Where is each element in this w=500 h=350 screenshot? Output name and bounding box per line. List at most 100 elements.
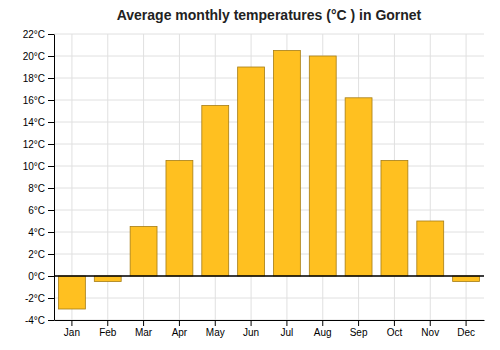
x-tick-label: Dec <box>457 327 475 338</box>
chart-svg: -4°C -2°C 0°C 2°C 4°C 6°C 8°C 10°C 12°C 14°C 16°C 1… <box>0 0 500 350</box>
y-tick: -2°C <box>25 293 54 304</box>
bar <box>130 227 157 277</box>
y-tick-label: 10°C <box>23 161 45 172</box>
x-tick-label: Oct <box>387 327 403 338</box>
y-tick-label: 14°C <box>23 117 45 128</box>
grid <box>54 34 484 320</box>
x-tick-label: Jul <box>281 327 294 338</box>
x-tick-label: Aug <box>314 327 332 338</box>
bar <box>345 98 372 276</box>
bar <box>238 67 265 276</box>
y-tick-mark <box>48 56 54 57</box>
y-grid-line <box>54 56 484 57</box>
x-tick-label: Nov <box>421 327 439 338</box>
y-tick: 18°C <box>23 73 54 84</box>
y-tick-label: 2°C <box>28 249 45 260</box>
x-tick-mark <box>322 320 323 326</box>
y-axis-line <box>54 35 55 321</box>
x-tick-label: Sep <box>350 327 368 338</box>
x-tick-mark <box>466 320 467 326</box>
y-grid-line <box>54 122 484 123</box>
bar <box>166 161 193 277</box>
y-grid-line <box>54 78 484 79</box>
y-tick-mark <box>48 100 54 101</box>
y-tick-mark <box>48 78 54 79</box>
y-tick-label: -4°C <box>25 315 45 326</box>
y-tick-label: 22°C <box>23 29 45 40</box>
y-tick: 14°C <box>23 117 54 128</box>
y-tick-mark <box>48 298 54 299</box>
bar <box>94 276 121 282</box>
bar <box>58 276 85 309</box>
y-tick: 10°C <box>23 161 54 172</box>
title: Average monthly temperatures (°C ) in Go… <box>117 7 422 23</box>
x-tick: Feb <box>99 320 117 338</box>
y-tick-label: 20°C <box>23 51 45 62</box>
x-tick-label: Mar <box>135 327 153 338</box>
x-tick: Jun <box>243 320 259 338</box>
y-tick-label: 12°C <box>23 139 45 150</box>
bar <box>417 221 444 276</box>
x-tick-mark <box>430 320 431 326</box>
x-tick: Mar <box>135 320 153 338</box>
y-tick: 16°C <box>23 95 54 106</box>
y-tick: 20°C <box>23 51 54 62</box>
y-tick-mark <box>48 34 54 35</box>
y-tick-mark <box>48 122 54 123</box>
x-grid-line <box>430 34 431 320</box>
x-tick-label: May <box>206 327 225 338</box>
y-tick-label: 18°C <box>23 73 45 84</box>
x-tick: Sep <box>350 320 368 338</box>
y-grid-line <box>54 276 484 277</box>
bar <box>309 56 336 276</box>
y-tick: 22°C <box>23 29 54 40</box>
y-grid-line <box>54 298 484 299</box>
x-tick: Apr <box>172 320 188 338</box>
y-tick-mark <box>48 166 54 167</box>
y-tick-label: -2°C <box>25 293 45 304</box>
x-tick-mark <box>358 320 359 326</box>
x-axis-line <box>55 320 485 321</box>
y-tick-mark <box>48 188 54 189</box>
x-tick: Nov <box>421 320 439 338</box>
y-tick-mark <box>48 320 54 321</box>
x-tick-mark <box>143 320 144 326</box>
y-tick: -4°C <box>25 315 54 326</box>
y-tick-mark <box>48 210 54 211</box>
x-tick: May <box>206 320 225 338</box>
chart-container: -4°C -2°C 0°C 2°C 4°C 6°C 8°C 10°C 12°C 14°C 16°C 1… <box>0 0 500 350</box>
y-tick-mark <box>48 232 54 233</box>
plot: -4°C -2°C 0°C 2°C 4°C 6°C 8°C 10°C 12°C 14°C 16°C 1… <box>23 29 485 338</box>
y-tick-label: 6°C <box>28 205 45 216</box>
y-tick-label: 4°C <box>28 227 45 238</box>
x-grid-line <box>143 34 144 320</box>
bar <box>202 106 229 277</box>
x-tick-mark <box>215 320 216 326</box>
y-tick: 8°C <box>28 183 54 194</box>
bar <box>273 51 300 277</box>
y-tick: 2°C <box>28 249 54 260</box>
y-tick-label: 0°C <box>28 271 45 282</box>
x-tick: Aug <box>314 320 332 338</box>
y-grid-line <box>54 166 484 167</box>
x-tick-label: Jan <box>64 327 80 338</box>
y-axis: -4°C -2°C 0°C 2°C 4°C 6°C 8°C 10°C 12°C 14°C 16°C 1… <box>23 29 55 326</box>
y-tick-mark <box>48 144 54 145</box>
x-axis: Jan Feb Mar Apr May Jun Jul Aug Sep Oct Nov Dec <box>55 320 485 338</box>
y-grid-line <box>54 34 484 35</box>
x-tick: Oct <box>387 320 403 338</box>
y-tick: 4°C <box>28 227 54 238</box>
x-tick-mark <box>71 320 72 326</box>
y-grid-line <box>54 210 484 211</box>
x-tick-mark <box>107 320 108 326</box>
x-tick-mark <box>394 320 395 326</box>
x-tick-mark <box>251 320 252 326</box>
y-grid-line <box>54 188 484 189</box>
x-tick-mark <box>179 320 180 326</box>
x-tick-mark <box>286 320 287 326</box>
y-grid-line <box>54 320 484 321</box>
x-tick-label: Feb <box>99 327 117 338</box>
x-tick: Jul <box>281 320 294 338</box>
x-tick: Jan <box>64 320 80 338</box>
y-grid-line <box>54 100 484 101</box>
